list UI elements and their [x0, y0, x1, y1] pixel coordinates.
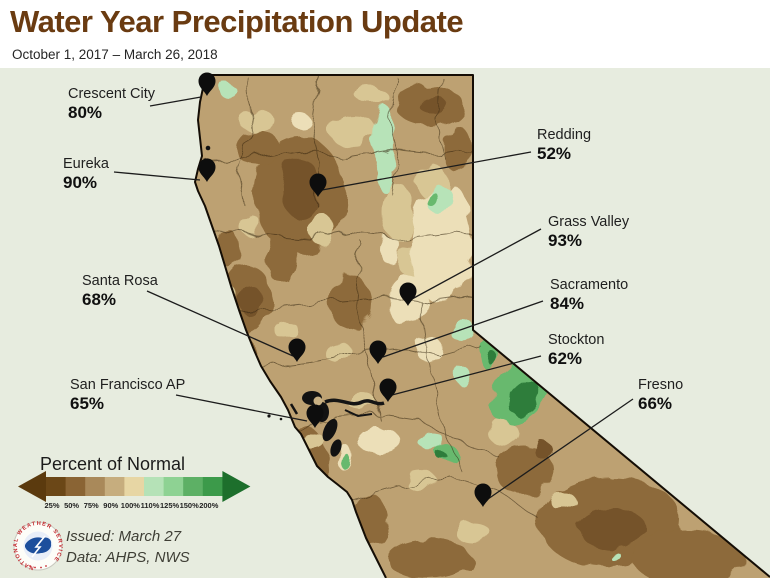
map-pin-icon-grass-valley — [399, 282, 417, 306]
station-percent-value: 62% — [548, 349, 583, 369]
station-percent-value: 93% — [548, 231, 583, 251]
station-percent-value: 65% — [70, 394, 105, 414]
legend-segment-2 — [85, 477, 106, 496]
legend-tick-7: 150% — [180, 501, 200, 510]
map-pin-icon-santa-rosa — [288, 338, 306, 362]
leader-line-stockton — [391, 355, 542, 396]
station-label-crescent-city: Crescent City 80% — [68, 86, 155, 123]
station-label-redding: Redding 52% — [537, 127, 591, 164]
station-percent-value: 52% — [537, 144, 572, 164]
issued-date: Issued: March 27 — [66, 528, 182, 545]
offshore-islands — [205, 145, 283, 421]
legend-tick-1: 50% — [64, 501, 79, 510]
legend-segment-3 — [104, 477, 125, 496]
legend-segment-7 — [183, 477, 204, 496]
leader-line-san-francisco-ap — [175, 394, 308, 422]
station-name: Sacramento — [550, 277, 629, 293]
header-band — [0, 0, 770, 68]
legend-arrow-left — [18, 471, 46, 502]
legend-segment-0 — [46, 477, 67, 496]
station-name: Santa Rosa — [82, 273, 158, 289]
map-pin-icon-sacramento — [369, 340, 387, 364]
map-pin-icon-redding — [309, 173, 327, 197]
page-title: Water Year Precipitation Update — [10, 4, 464, 39]
date-range-subtitle: October 1, 2017 – March 26, 2018 — [12, 47, 218, 62]
station-percent-value: 90% — [63, 173, 98, 193]
legend-arrow-right — [222, 471, 251, 502]
station-label-san-francisco-ap: San Francisco AP 65% — [70, 377, 185, 414]
logo-lightning-icon — [31, 535, 46, 558]
station-label-santa-rosa: Santa Rosa 68% — [82, 273, 158, 310]
legend-tick-2: 75% — [84, 501, 99, 510]
logo-ring-dots — [29, 565, 47, 569]
station-name: Stockton — [548, 332, 605, 348]
station-percent-value: 84% — [550, 294, 585, 314]
map-fill-layer — [195, 75, 770, 578]
legend-tick-0: 25% — [44, 501, 59, 510]
data-source: Data: AHPS, NWS — [66, 549, 190, 566]
station-label-stockton: Stockton 62% — [548, 332, 604, 369]
map-pins-layer — [198, 72, 492, 507]
leader-line-grass-valley — [411, 228, 542, 300]
leader-line-sacramento — [382, 300, 544, 358]
legend-segment-1 — [65, 477, 86, 496]
legend-tick-labels: 25% 50% 75% 90% 100% 110% 125% 150% 200% — [44, 501, 218, 510]
station-percent-value: 80% — [68, 103, 103, 123]
map-pin-icon-fresno — [474, 483, 492, 507]
map-pin-icon-stockton — [379, 378, 397, 402]
leader-line-santa-rosa — [146, 290, 294, 357]
state-border — [194, 74, 770, 578]
leader-line-crescent-city — [149, 96, 202, 107]
leader-line-fresno — [487, 398, 634, 500]
leader-line-eureka — [113, 171, 201, 181]
station-label-grass-valley: Grass Valley 93% — [548, 214, 629, 251]
legend-tick-3: 90% — [103, 501, 118, 510]
leader-lines-layer — [113, 96, 634, 500]
station-label-sacramento: Sacramento 84% — [550, 277, 628, 314]
legend-tick-5: 110% — [141, 501, 160, 510]
station-name: Redding — [537, 127, 592, 143]
map-pin-icon-san-francisco-ap — [306, 404, 324, 428]
station-name: Crescent City — [68, 86, 156, 102]
legend-segment-5 — [144, 477, 165, 496]
leader-line-redding — [321, 151, 532, 191]
nws-logo: NATIONAL WEATHER SERVICE — [12, 520, 64, 572]
station-label-fresno: Fresno 66% — [638, 377, 683, 414]
legend-title: Percent of Normal — [40, 454, 185, 474]
map-pin-icon-eureka — [198, 158, 216, 182]
map-pin-icon-crescent-city — [198, 72, 216, 96]
legend: Percent of Normal 25% 50% 75% 90% 100% 110% 12… — [12, 450, 262, 514]
station-name: Fresno — [638, 377, 684, 393]
station-name: San Francisco AP — [70, 377, 186, 393]
station-name: Eureka — [63, 156, 109, 172]
legend-segment-8 — [202, 477, 223, 496]
legend-color-bar — [18, 471, 251, 502]
legend-tick-6: 125% — [160, 501, 180, 510]
footer-issued-text: Issued: March 27 Data: AHPS, NWS — [66, 526, 190, 568]
legend-segment-4 — [124, 477, 145, 496]
station-percent-value: 68% — [82, 290, 117, 310]
station-name: Grass Valley — [548, 214, 630, 230]
station-percent-value: 66% — [638, 394, 673, 414]
legend-tick-8: 200% — [199, 501, 219, 510]
legend-segment-6 — [163, 477, 184, 496]
legend-tick-4: 100% — [121, 501, 141, 510]
station-label-eureka: Eureka 90% — [63, 156, 109, 193]
